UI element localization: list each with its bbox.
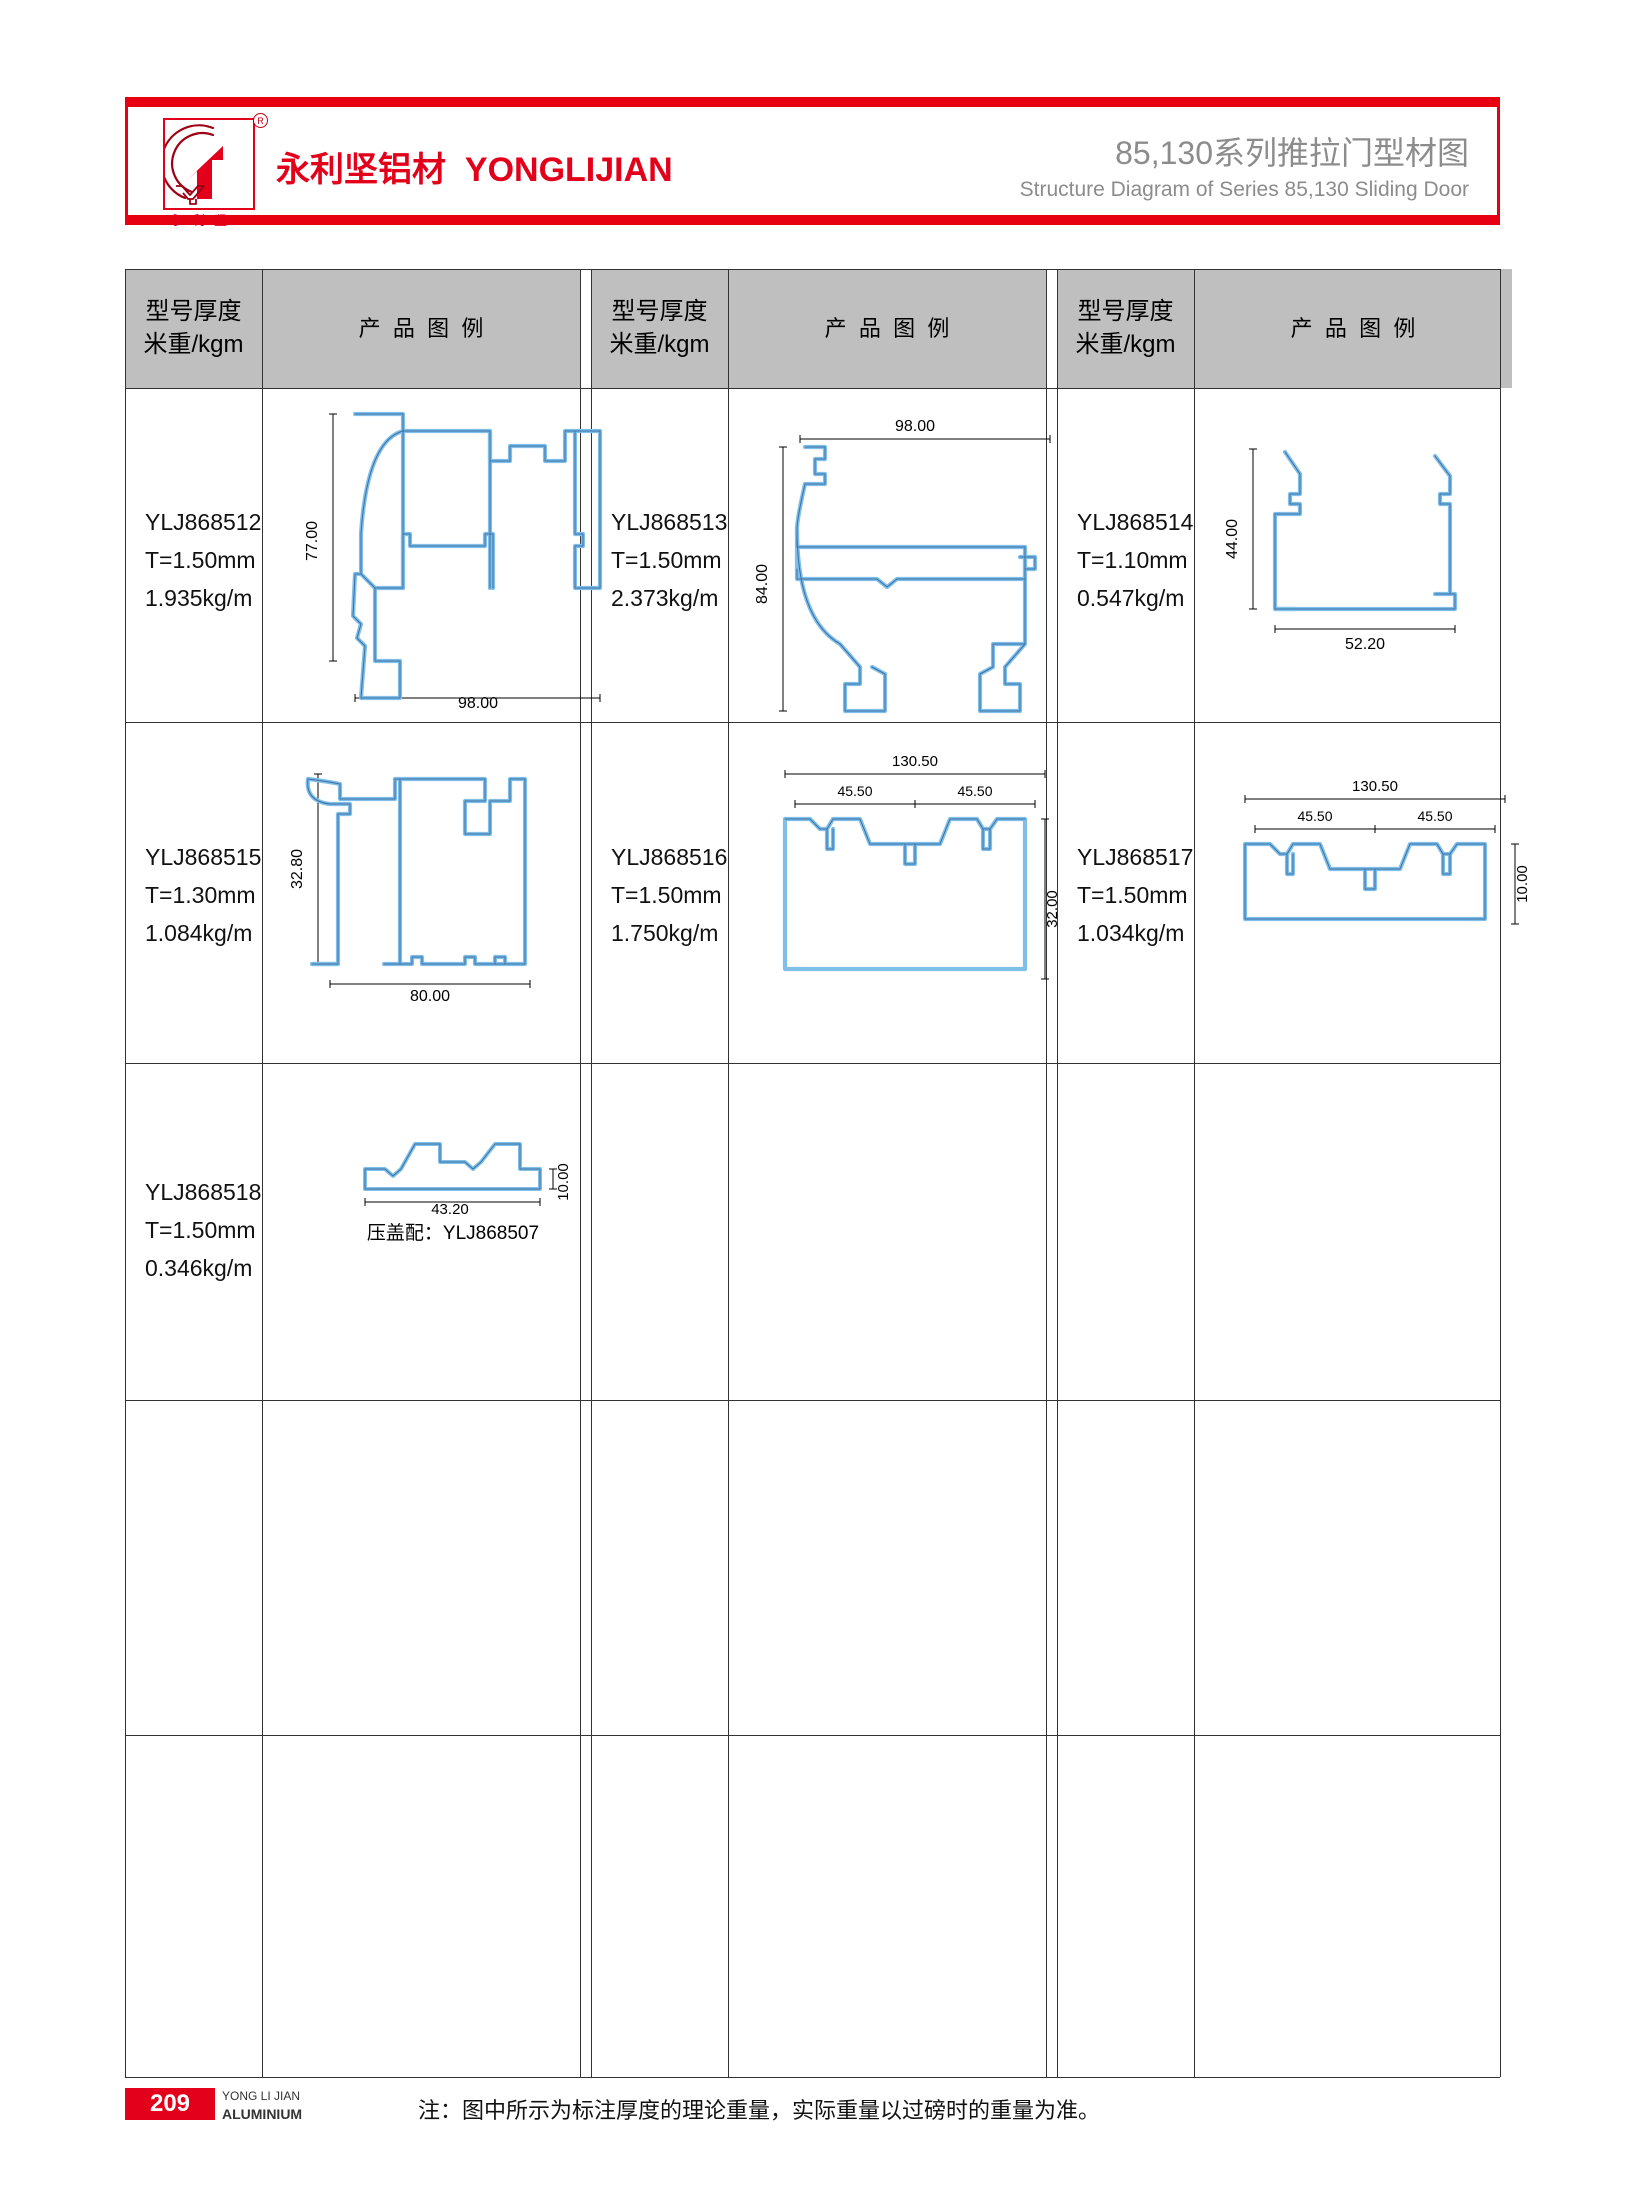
svg-text:44.00: 44.00 [1224,519,1241,559]
svg-text:130.50: 130.50 [892,753,938,770]
svg-text:45.50: 45.50 [837,783,872,799]
svg-text:32.00: 32.00 [1044,890,1061,928]
svg-text:43.20: 43.20 [431,1201,469,1218]
svg-text:45.50: 45.50 [957,783,992,799]
svg-text:130.50: 130.50 [1352,778,1398,795]
svg-text:45.50: 45.50 [1417,808,1452,824]
svg-text:32.80: 32.80 [289,849,306,889]
svg-text:80.00: 80.00 [410,988,450,1005]
svg-text:77.00: 77.00 [304,521,321,561]
svg-text:10.00: 10.00 [555,1163,572,1201]
svg-text:98.00: 98.00 [895,418,935,435]
svg-text:84.00: 84.00 [754,564,771,604]
svg-text:98.00: 98.00 [458,695,498,712]
svg-text:45.50: 45.50 [1297,808,1332,824]
svg-text:52.20: 52.20 [1345,636,1385,653]
svg-text:10.00: 10.00 [1514,865,1531,903]
svg-text:压盖配：YLJ868507: 压盖配：YLJ868507 [367,1222,539,1244]
